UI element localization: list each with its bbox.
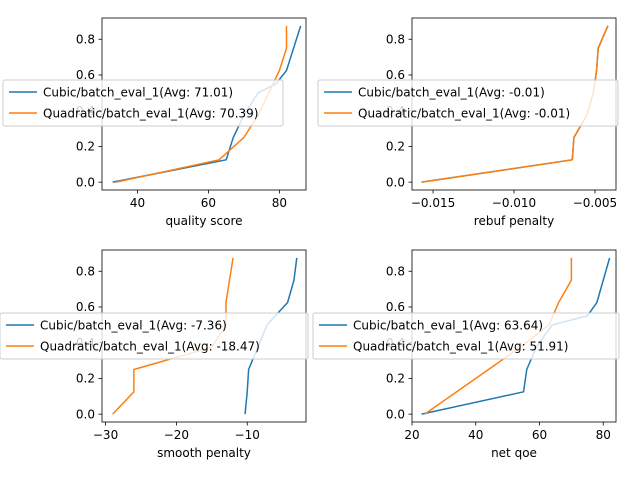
y-tick-label: 0.8 [386,264,405,278]
legend-entry-label: Quadratic/batch_eval_1(Avg: 70.39) [43,107,258,121]
y-tick-label: 0.6 [76,300,95,314]
legend-box [317,79,619,127]
legend-entry-label: Quadratic/batch_eval_1(Avg: -0.01) [358,107,570,121]
legend-entry-label: Cubic/batch_eval_1(Avg: -7.36) [40,319,227,333]
x-tick-label: −0.005 [573,196,617,210]
legend-box [0,312,309,360]
y-tick-label: 0.6 [76,68,95,82]
y-tick-label: 0.6 [386,68,405,82]
x-tick-label: −20 [164,428,189,442]
y-tick-label: 0.8 [76,32,95,46]
x-axis-label: quality score [165,214,242,228]
x-tick-label: 60 [532,428,547,442]
legend-entry-label: Quadratic/batch_eval_1(Avg: 51.91) [353,340,568,354]
x-tick-label: −0.010 [492,196,536,210]
legend: Cubic/batch_eval_1(Avg: 63.64) Quadratic/… [312,312,620,360]
legend: Cubic/batch_eval_1(Avg: -0.01) Quadratic/… [317,79,619,127]
y-tick-label: 0.0 [76,407,95,421]
y-tick-label: 0.2 [386,372,405,386]
y-tick-label: 0.0 [386,407,405,421]
y-tick-label: 0.2 [76,140,95,154]
y-tick-label: 0.0 [386,175,405,189]
x-tick-label: 40 [468,428,483,442]
x-tick-label: 60 [201,196,216,210]
y-tick-label: 0.0 [76,175,95,189]
y-tick-label: 0.8 [386,32,405,46]
x-axis-label: net qoe [491,446,537,460]
legend: Cubic/batch_eval_1(Avg: 71.01) Quadratic/… [2,79,284,127]
y-tick-label: 0.8 [76,264,95,278]
legend-entry-label: Quadratic/batch_eval_1(Avg: -18.47) [40,340,260,354]
x-tick-label: 80 [596,428,611,442]
legend-entry-label: Cubic/batch_eval_1(Avg: 63.64) [353,319,543,333]
x-tick-label: 80 [272,196,287,210]
y-tick-label: 0.2 [386,140,405,154]
x-axis-label: smooth penalty [157,446,251,460]
legend-entry-label: Cubic/batch_eval_1(Avg: 71.01) [43,86,233,100]
x-tick-label: −30 [93,428,118,442]
y-tick-label: 0.2 [76,372,95,386]
x-tick-label: −0.015 [411,196,455,210]
legend-box [2,79,284,127]
x-tick-label: 40 [130,196,145,210]
x-tick-label: −10 [235,428,260,442]
y-tick-label: 0.6 [386,300,405,314]
legend: Cubic/batch_eval_1(Avg: -7.36) Quadratic/… [0,312,309,360]
x-axis-label: rebuf penalty [474,214,554,228]
legend-box [312,312,620,360]
x-tick-label: 20 [404,428,419,442]
legend-entry-label: Cubic/batch_eval_1(Avg: -0.01) [358,86,545,100]
